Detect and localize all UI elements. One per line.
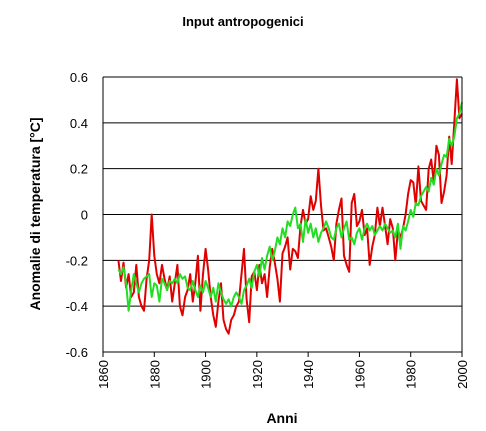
axes	[102, 77, 463, 357]
x-axis-label: Anni	[266, 410, 297, 426]
x-tick-label: 2000	[455, 360, 470, 389]
y-tick-label: 0	[81, 208, 88, 223]
y-tick-label: 0.4	[70, 116, 88, 131]
x-tick-label: 1920	[250, 360, 265, 389]
chart-title: Input antropogenici	[182, 14, 303, 29]
y-tick-label: -0.4	[66, 299, 88, 314]
y-tick-label: 0.6	[70, 70, 88, 85]
y-axis-label: Anomalie di temperatura [°C]	[27, 117, 43, 310]
series-line-2	[117, 101, 463, 312]
x-tick-label: 1940	[301, 360, 316, 389]
x-tick-labels: 1860 1880 1900 1920 1940 1960 1980 2000	[96, 360, 470, 389]
x-tick-label: 1880	[147, 360, 162, 389]
y-tick-label: -0.6	[66, 345, 88, 360]
series-line-1	[117, 78, 463, 335]
y-tick-label: -0.2	[66, 253, 88, 268]
y-tick-labels: 0.6 0.4 0.2 0 -0.2 -0.4 -0.6	[66, 70, 88, 360]
x-tick-label: 1860	[96, 360, 111, 389]
y-tick-label: 0.2	[70, 162, 88, 177]
x-tick-label: 1960	[352, 360, 367, 389]
series-layer	[117, 78, 463, 335]
x-tick-label: 1900	[199, 360, 214, 389]
x-tick-label: 1980	[404, 360, 419, 389]
